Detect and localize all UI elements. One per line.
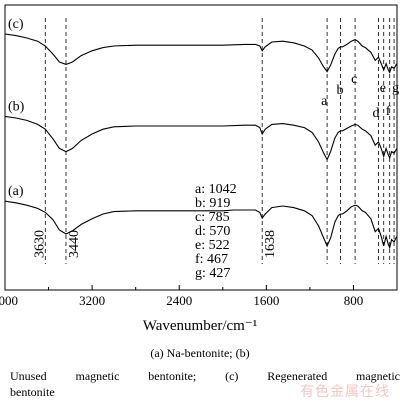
band-legend-entry: b: 919 — [195, 196, 230, 211]
series-label-a: (a) — [8, 184, 24, 199]
x-tick-label-3200: 3200 — [79, 293, 105, 308]
spectrum-b — [4, 115, 398, 161]
band-label-1638: 1638 — [263, 230, 278, 258]
caption-line-3: bentonite — [10, 385, 55, 399]
plot-frame — [4, 4, 398, 291]
band-label-3440: 3440 — [67, 230, 82, 258]
series-label-b: (b) — [8, 99, 25, 114]
band-label-e: e — [380, 81, 386, 96]
band-label-d: d — [373, 106, 380, 121]
x-tick-label-4000: 4000 — [0, 293, 18, 308]
band-legend-entry: c: 785 — [195, 210, 230, 225]
x-tick-label-1600: 1600 — [253, 293, 279, 308]
band-label-b: b — [337, 83, 344, 98]
band-legend-entry: f: 467 — [195, 252, 228, 267]
band-legend-entry: a: 1042 — [195, 182, 237, 197]
caption-line-2: Unused magnetic bentonite; (c) Regenerat… — [10, 369, 400, 383]
band-label-3630: 3630 — [32, 230, 47, 258]
band-markers — [44, 18, 395, 264]
band-label-g: g — [392, 81, 399, 96]
caption-line-1: (a) Na-bentonite; (b) — [150, 346, 250, 360]
band-legend-entry: g: 427 — [195, 266, 230, 281]
x-axis-ticks: 4000 3200 2400 1600 800 — [0, 285, 398, 308]
series-label-c: (c) — [8, 17, 24, 32]
x-tick-label-800: 800 — [344, 293, 364, 308]
band-label-a: a — [321, 94, 328, 109]
band-label-c: c — [351, 72, 357, 87]
x-axis-label: Wavenumber/cm⁻¹ — [143, 318, 258, 334]
x-tick-label-2400: 2400 — [166, 293, 192, 308]
spectrum-c — [4, 33, 398, 74]
watermark-text: 有色金属在线 — [300, 384, 390, 400]
band-legend-entry: d: 570 — [195, 224, 230, 239]
band-legend-entry: e: 522 — [195, 238, 230, 253]
band-label-f: f — [386, 104, 391, 119]
